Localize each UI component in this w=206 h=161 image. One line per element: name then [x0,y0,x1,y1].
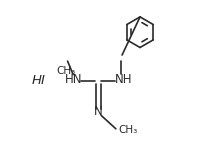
Text: CH₃: CH₃ [118,125,138,135]
Text: HI: HI [32,74,46,87]
Text: HN: HN [65,73,83,86]
Text: NH: NH [114,73,132,86]
Text: N: N [94,105,103,118]
Text: CH₃: CH₃ [56,66,76,76]
